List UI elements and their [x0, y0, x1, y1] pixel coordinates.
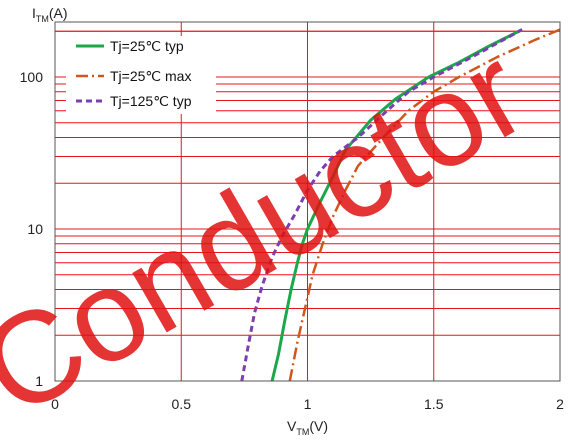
x-axis-title: VTM(V)	[287, 418, 328, 437]
x-axis-label: V	[287, 418, 297, 434]
y-axis-title: ITM(A)	[32, 5, 68, 24]
plot-frame	[54, 21, 561, 382]
x-tick-label: 0	[51, 396, 59, 412]
x-axis-subscript: TM	[296, 427, 309, 437]
series-line-tj25-typ	[270, 28, 523, 382]
x-tick-label: 1	[304, 396, 312, 412]
y-axis-subscript: TM	[36, 14, 49, 24]
legend-label-tj25-max: Tj=25℃ max	[110, 68, 191, 84]
series-layer	[240, 28, 561, 382]
series-line-tj125-typ	[240, 28, 523, 382]
x-tick-label: 2	[556, 396, 564, 412]
x-axis-unit: (V)	[309, 418, 328, 434]
legend-label-tj125-typ: Tj=125℃ typ	[110, 93, 192, 109]
x-ticks: 0 0.5 1 1.5 2	[51, 396, 564, 412]
series-line-tj25-max	[288, 28, 561, 382]
y-tick-label: 100	[20, 69, 44, 85]
y-ticks: 1 10 100	[20, 69, 44, 389]
y-tick-label: 10	[27, 221, 43, 237]
y-axis-label: I	[32, 5, 36, 21]
x-tick-label: 0.5	[172, 396, 192, 412]
y-tick-label: 1	[35, 373, 43, 389]
legend-label-tj25-typ: Tj=25℃ typ	[110, 38, 184, 54]
legend: Tj=25℃ typ Tj=25℃ max Tj=125℃ typ	[66, 36, 216, 114]
x-tick-label: 1.5	[424, 396, 444, 412]
y-axis-unit: (A)	[49, 5, 68, 21]
